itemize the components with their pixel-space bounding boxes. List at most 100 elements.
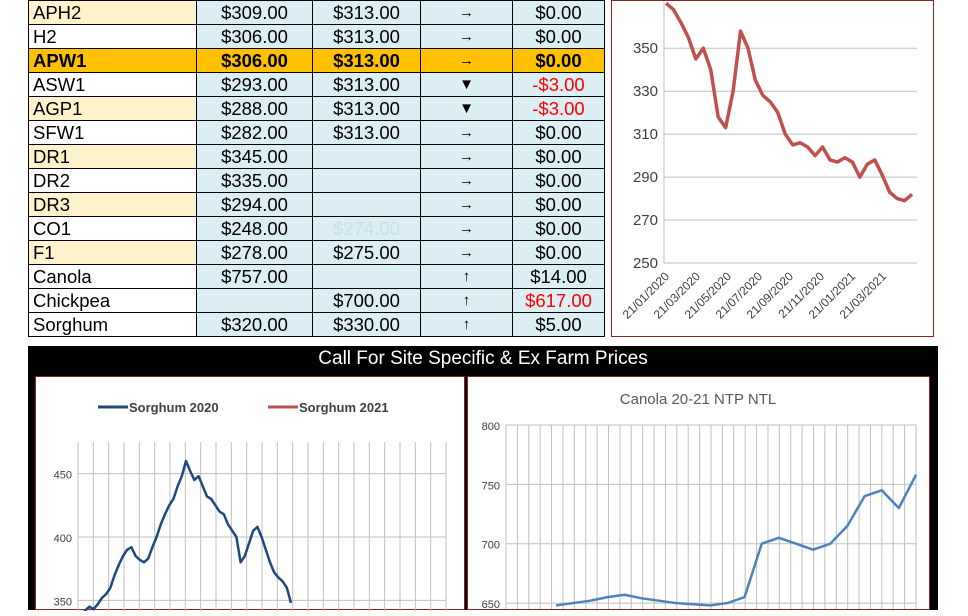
price-cell: $757.00 [196,264,313,289]
trend-cell: ▼ [420,72,513,97]
change-cell: $14.00 [512,264,605,289]
grade-cell: ASW1 [28,72,197,97]
y-tick-label: 750 [482,480,500,492]
trend-cell: → [420,240,513,265]
legend-label: Sorghum 2020 [129,400,219,415]
price-cell: $306.00 [196,24,313,49]
price-cell: $278.00 [196,240,313,265]
sorghum-chart: 350 400 450 Sorghum 2020 Sorghum 2021 [54,400,447,616]
y-tick-label: 450 [54,470,72,482]
change-cell: -$3.00 [512,72,605,97]
legend-label: Sorghum 2021 [299,400,389,415]
price-cell [196,288,313,313]
price-row: AGP1 $288.00 $313.00 ▼ -$3.00 [28,96,605,121]
sorghum-chart-panel: 350 400 450 Sorghum 2020 Sorghum 2021 [35,376,465,616]
trend-cell: → [420,48,513,73]
grade-cell: CO1 [28,216,197,241]
trend-cell: → [420,168,513,193]
change-cell: $0.00 [512,144,605,169]
price-cell: $320.00 [196,312,313,337]
price-cell: $313.00 [312,96,421,121]
y-tick-label: 290 [633,169,658,186]
price-row: APW1 $306.00 $313.00 → $0.00 [28,48,605,73]
price-table-body: APH2 $309.00 $313.00 → $0.00 H2 $306.00 $313.00… [28,0,605,337]
change-cell: $0.00 [512,0,605,25]
trend-cell: ▼ [420,96,513,121]
price-row: Canola $757.00 ↑ $14.00 [28,264,605,289]
price-row: DR2 $335.00 → $0.00 [28,168,605,193]
price-cell: $309.00 [196,0,313,25]
grade-cell: Canola [28,264,197,289]
price-cell: $294.00 [196,192,313,217]
price-cell [312,192,421,217]
trend-cell: → [420,144,513,169]
price-row: DR3 $294.00 → $0.00 [28,192,605,217]
price-row: APH2 $309.00 $313.00 → $0.00 [28,0,605,25]
call-for-prices-banner: Call For Site Specific & Ex Farm Prices [28,346,938,372]
canola-chart: 650 700 750 800 Canola 20-21 NTP NTL [482,391,918,611]
grade-cell: DR3 [28,192,197,217]
price-cell: $313.00 [312,120,421,145]
y-tick-label: 650 [482,599,500,611]
y-tick-label: 310 [633,126,658,143]
grade-cell: SFW1 [28,120,197,145]
y-tick-label: 800 [482,421,500,433]
price-row: CO1 $248.00 $274.00 → $0.00 [28,216,605,241]
price-cell: $345.00 [196,144,313,169]
series-line [664,1,914,203]
grade-cell: APH2 [28,0,197,25]
price-cell: $313.00 [312,48,421,73]
price-cell: $700.00 [312,288,421,313]
price-row: Sorghum $320.00 $330.00 ↑ $5.00 [28,312,605,337]
trend-cell: ↑ [420,312,513,337]
chart-title: Canola 20-21 NTP NTL [620,391,776,408]
grade-cell: F1 [28,240,197,265]
grade-cell: DR2 [28,168,197,193]
price-cell: $248.00 [196,216,313,241]
price-cell: $275.00 [312,240,421,265]
trend-cell: → [420,216,513,241]
price-cell: $288.00 [196,96,313,121]
y-tick-label: 270 [633,212,658,229]
price-cell: $306.00 [196,48,313,73]
grade-cell: DR1 [28,144,197,169]
price-cell: $274.00 [312,216,421,241]
price-cell: $313.00 [312,24,421,49]
change-cell: $0.00 [512,192,605,217]
price-table: APH2 $309.00 $313.00 → $0.00 H2 $306.00 $313.00… [28,0,605,337]
price-row: ASW1 $293.00 $313.00 ▼ -$3.00 [28,72,605,97]
canola-chart-panel: 650 700 750 800 Canola 20-21 NTP NTL [467,376,930,611]
wheat-price-chart-panel: 250 270 290 310 330 350 21/01/2020 21/03/2020 21… [611,0,934,337]
trend-cell: → [420,24,513,49]
wheat-price-chart: 25027029031033035021/01/202021/03/202021… [620,1,917,322]
price-row: DR1 $345.00 → $0.00 [28,144,605,169]
trend-cell: → [420,192,513,217]
y-tick-label: 250 [633,255,658,272]
banner-text: Call For Site Specific & Ex Farm Prices [318,348,648,369]
price-cell: $313.00 [312,0,421,25]
change-cell: $0.00 [512,48,605,73]
price-row: Chickpea $700.00 ↑ $617.00 [28,288,605,313]
y-tick-label: 400 [54,533,72,545]
change-cell: $0.00 [512,120,605,145]
price-cell: $330.00 [312,312,421,337]
trend-cell: → [420,0,513,25]
price-row: H2 $306.00 $313.00 → $0.00 [28,24,605,49]
y-tick-label: 330 [633,83,658,100]
trend-cell: → [420,120,513,145]
grade-cell: Chickpea [28,288,197,313]
y-tick-label: 350 [54,596,72,608]
change-cell: $0.00 [512,168,605,193]
y-tick-label: 700 [482,540,500,552]
price-cell: $293.00 [196,72,313,97]
change-cell: -$3.00 [512,96,605,121]
price-cell [312,144,421,169]
price-cell: $282.00 [196,120,313,145]
price-cell: $313.00 [312,72,421,97]
grade-cell: Sorghum [28,312,197,337]
trend-cell: ↑ [420,288,513,313]
price-cell [312,264,421,289]
grade-cell: H2 [28,24,197,49]
price-row: SFW1 $282.00 $313.00 → $0.00 [28,120,605,145]
price-cell [312,168,421,193]
